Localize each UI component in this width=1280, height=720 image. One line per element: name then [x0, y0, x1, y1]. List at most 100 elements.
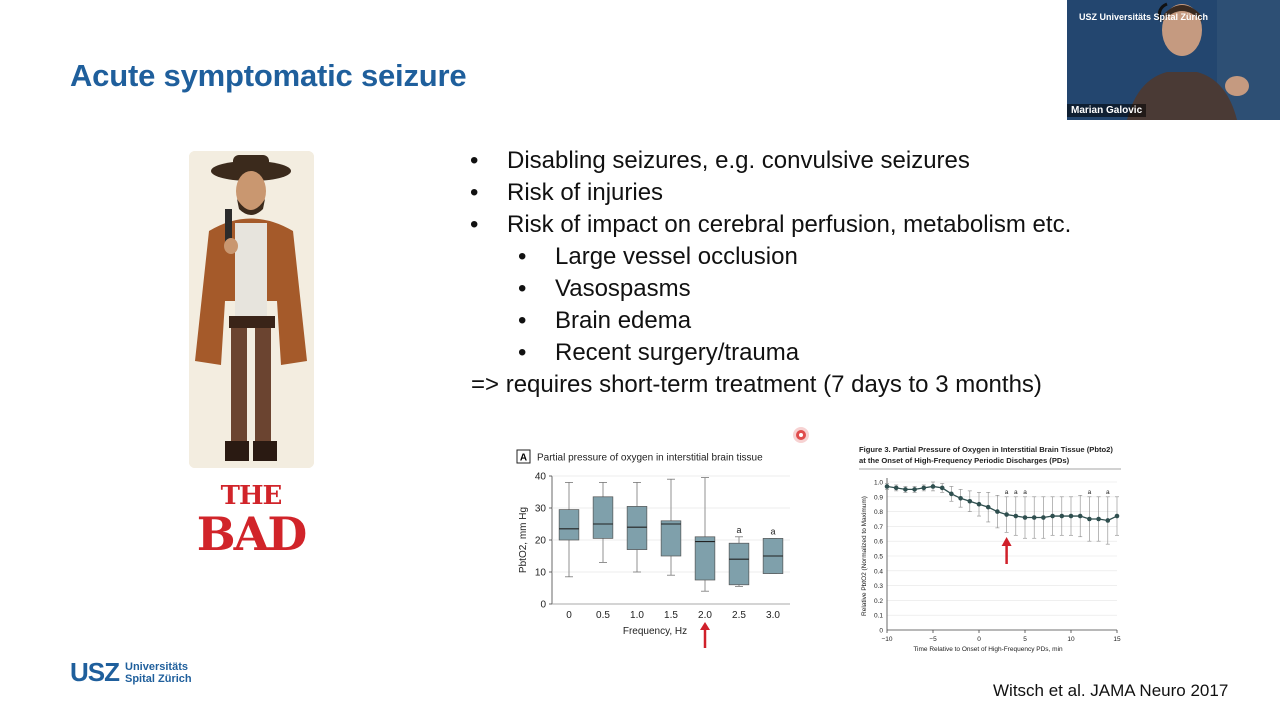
speaker-video-icon [1067, 0, 1280, 120]
data-point [967, 498, 973, 504]
data-point [949, 491, 954, 497]
data-point [1022, 515, 1028, 520]
y-tick-label: 40 [535, 472, 547, 483]
bullet-dot: • [470, 179, 479, 206]
line-chart: Figure 3. Partial Pressure of Oxygen in … [859, 445, 1121, 653]
conclusion-text: => requires short-term treatment (7 days… [471, 371, 1042, 398]
box [592, 496, 614, 539]
bullet-text: Risk of impact on cerebral perfusion, me… [507, 211, 1072, 238]
x-axis-label: Frequency, Hz [623, 626, 687, 637]
bullet-text: Large vessel occlusion [555, 243, 798, 270]
chart-title-line2: at the Onset of High-Frequency Periodic … [859, 456, 1070, 465]
x-tick-label: 0.5 [596, 610, 610, 621]
bullet-text: Disabling seizures, e.g. convulsive seiz… [507, 147, 970, 174]
red-arrow-head [1001, 537, 1012, 546]
significance-label: a [1023, 489, 1027, 496]
box [558, 509, 580, 541]
y-tick-label: 0.9 [874, 494, 883, 501]
y-axis-label: Relative PbtO2 (Normalized to Maximum) [861, 496, 868, 616]
poster-caption: THE BAD [195, 483, 307, 557]
bullet-dot: • [518, 243, 527, 270]
data-point [1031, 515, 1037, 520]
red-arrow-head [700, 622, 710, 630]
y-tick-label: 10 [535, 568, 547, 579]
usz-logo-line2: Spital Zürich [125, 672, 192, 685]
data-point [1059, 513, 1065, 519]
data-point [1068, 513, 1074, 519]
data-point [985, 504, 991, 510]
data-point [884, 484, 890, 489]
significance-label: a [736, 525, 741, 535]
speaker-video-tile[interactable]: USZ Universitäts Spital Zürich Marian Ga… [1067, 0, 1280, 120]
x-tick-label: 0 [977, 636, 981, 643]
usz-logo-mark: USZ [70, 657, 120, 687]
poster-caption-top: THE [220, 481, 283, 511]
data-point [1013, 513, 1019, 519]
x-tick-label: 3.0 [766, 610, 780, 621]
data-point [976, 501, 982, 507]
data-point [903, 487, 908, 492]
citation-text: Witsch et al. JAMA Neuro 2017 [993, 681, 1229, 700]
significance-label: a [1088, 489, 1092, 496]
y-tick-label: 0.4 [874, 568, 883, 575]
bullet-text: Vasospasms [555, 275, 691, 302]
data-point [1096, 516, 1101, 522]
y-axis-label: PbtO2, mm Hg [518, 507, 529, 573]
x-axis-label: Time Relative to Onset of High-Frequency… [913, 646, 1063, 653]
chart-title-line1: Figure 3. Partial Pressure of Oxygen in … [859, 445, 1113, 454]
data-point [1050, 513, 1055, 519]
box [626, 506, 648, 550]
data-line [886, 485, 1118, 522]
bullet-dot: • [470, 147, 479, 174]
box [728, 542, 750, 586]
x-tick-label: 0 [566, 610, 572, 621]
speaker-name-label: Marian Galovic [1067, 104, 1147, 117]
chart-title: Partial pressure of oxygen in interstiti… [537, 453, 763, 464]
data-point [1077, 513, 1083, 519]
data-point [893, 485, 899, 491]
y-tick-label: 0 [540, 600, 546, 611]
y-tick-label: 0.6 [874, 539, 883, 546]
x-tick-label: 15 [1113, 636, 1121, 643]
data-point [1105, 518, 1111, 523]
y-tick-label: 0.8 [874, 509, 883, 516]
y-tick-label: 0.7 [874, 524, 883, 531]
significance-label: a [1005, 489, 1009, 496]
data-point [912, 487, 917, 492]
significance-label: a [1106, 489, 1110, 496]
panel-label-box [516, 449, 531, 464]
x-tick-label: −10 [881, 636, 892, 643]
laser-pointer-icon [796, 430, 806, 440]
panel-label: A [520, 453, 527, 464]
x-tick-label: 5 [1023, 636, 1027, 643]
data-point [995, 509, 1000, 514]
x-tick-label: 2.5 [732, 610, 746, 621]
y-tick-label: 0.2 [874, 598, 883, 605]
y-tick-label: 0.3 [874, 583, 883, 590]
data-point [930, 484, 936, 489]
y-tick-label: 0.5 [874, 554, 883, 561]
box [660, 520, 682, 557]
bullet-text: Brain edema [555, 307, 692, 334]
usz-logo: USZ Universitäts Spital Zürich [70, 657, 192, 688]
usz-logo-text: Universitäts Spital Zürich [125, 661, 192, 685]
slide-title: Acute symptomatic seizure [70, 58, 467, 93]
bullet-dot: • [518, 307, 527, 334]
x-tick-label: 1.0 [630, 610, 644, 621]
data-point [1041, 515, 1046, 520]
y-tick-label: 0 [879, 628, 883, 635]
data-point [1004, 512, 1009, 517]
y-tick-label: 1.0 [874, 480, 883, 487]
y-tick-label: 30 [535, 504, 547, 515]
significance-label: a [1014, 489, 1018, 496]
bullet-dot: • [518, 275, 527, 302]
x-tick-label: 10 [1067, 636, 1075, 643]
x-tick-label: 1.5 [664, 610, 678, 621]
bullet-dot: • [518, 339, 527, 366]
y-tick-label: 0.1 [874, 613, 883, 620]
usz-logo-line1: Universitäts [125, 660, 188, 673]
video-logo: USZ Universitäts Spital Zürich [1079, 12, 1209, 22]
bullet-dot: • [470, 211, 479, 238]
movie-poster-image [189, 151, 314, 468]
data-point [939, 485, 945, 491]
